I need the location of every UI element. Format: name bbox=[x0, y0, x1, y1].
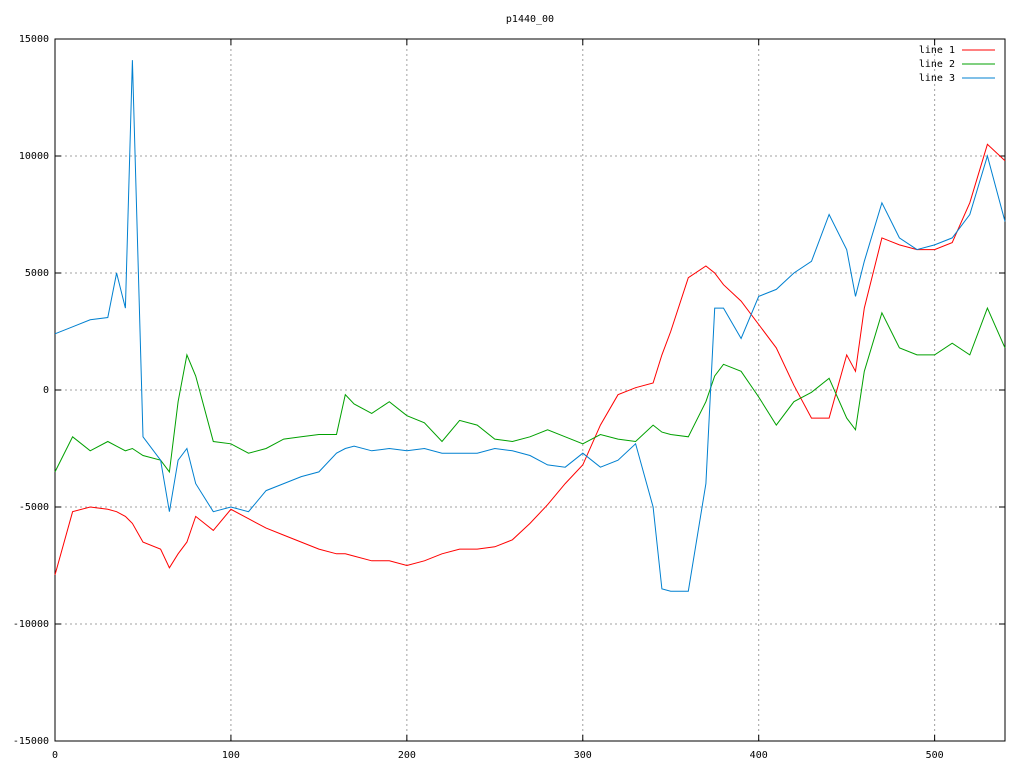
y-tick-label: 0 bbox=[43, 385, 49, 396]
series-line bbox=[54, 306, 1006, 474]
x-tick-label: 100 bbox=[222, 750, 240, 761]
y-tick-label: -15000 bbox=[13, 736, 49, 747]
y-tick-label: 10000 bbox=[19, 151, 49, 162]
y-tick-label: -10000 bbox=[13, 619, 49, 630]
y-tick-label: 5000 bbox=[25, 268, 49, 279]
legend-label: line 1 bbox=[919, 45, 955, 56]
plot-border bbox=[54, 38, 1006, 742]
x-tick-label: 200 bbox=[398, 750, 416, 761]
series-line bbox=[54, 60, 1006, 592]
series-line bbox=[54, 143, 1006, 576]
x-tick-label: 400 bbox=[750, 750, 768, 761]
legend-label: line 2 bbox=[919, 59, 955, 70]
x-tick-label: 300 bbox=[574, 750, 592, 761]
legend-label: line 3 bbox=[919, 73, 955, 84]
x-tick-label: 0 bbox=[52, 750, 58, 761]
x-tick-label: 500 bbox=[926, 750, 944, 761]
chart-title: p1440_00 bbox=[506, 14, 554, 25]
y-tick-label: -5000 bbox=[19, 502, 49, 513]
y-tick-label: 15000 bbox=[19, 34, 49, 45]
